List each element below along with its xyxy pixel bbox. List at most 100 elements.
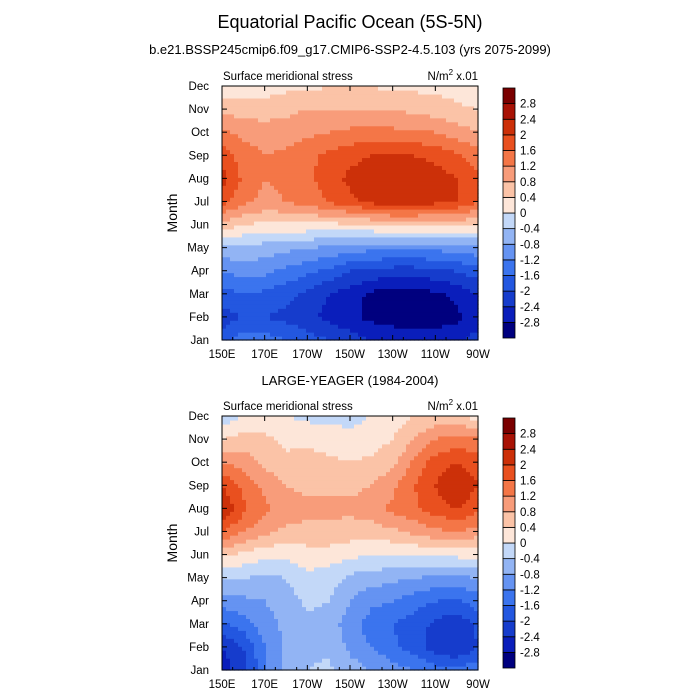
heatmap-cell bbox=[330, 177, 335, 182]
heatmap-cell bbox=[270, 121, 275, 127]
heatmap-cell bbox=[310, 125, 315, 131]
heatmap-cell bbox=[474, 169, 479, 174]
heatmap-cell bbox=[334, 312, 339, 317]
heatmap-cell bbox=[422, 117, 427, 123]
heatmap-cell bbox=[306, 260, 311, 266]
heatmap-cell bbox=[258, 224, 263, 230]
heatmap-cell bbox=[298, 97, 303, 103]
heatmap-cell bbox=[262, 435, 267, 441]
heatmap-cell bbox=[250, 189, 255, 194]
heatmap-cell bbox=[318, 185, 323, 190]
colorbar-label: 2.8 bbox=[520, 99, 536, 111]
heatmap-cell bbox=[310, 236, 315, 242]
heatmap-cell bbox=[382, 161, 387, 166]
heatmap-cell bbox=[266, 268, 271, 274]
heatmap-cell bbox=[434, 220, 439, 226]
heatmap-cell bbox=[274, 336, 279, 341]
heatmap-cell bbox=[398, 320, 403, 325]
heatmap-cell bbox=[470, 157, 475, 163]
heatmap-cell bbox=[410, 216, 415, 222]
heatmap-cell bbox=[422, 300, 427, 305]
heatmap-cell bbox=[318, 197, 323, 202]
heatmap-cell bbox=[282, 268, 287, 274]
heatmap-cell bbox=[430, 109, 435, 115]
y-tick-label: Jul bbox=[194, 196, 209, 208]
heatmap-cell bbox=[314, 280, 319, 286]
heatmap-cell bbox=[294, 177, 299, 182]
heatmap-cell bbox=[378, 93, 383, 99]
heatmap-cell bbox=[410, 113, 415, 119]
heatmap-cell bbox=[370, 244, 375, 250]
heatmap-cell bbox=[446, 121, 451, 127]
heatmap-cell bbox=[302, 93, 307, 99]
heatmap-cell bbox=[318, 224, 323, 230]
heatmap-cell bbox=[450, 165, 455, 170]
heatmap-cell bbox=[386, 149, 391, 155]
heatmap-cell bbox=[322, 316, 327, 321]
heatmap-cell bbox=[394, 216, 399, 222]
heatmap-cell bbox=[258, 622, 263, 627]
heatmap-cell bbox=[250, 93, 255, 99]
heatmap-cell bbox=[250, 86, 255, 91]
heatmap-cell bbox=[230, 209, 235, 214]
heatmap-cell bbox=[226, 451, 231, 457]
heatmap-cell bbox=[290, 189, 295, 194]
heatmap-cell bbox=[446, 308, 451, 313]
heatmap-cell bbox=[238, 479, 243, 485]
heatmap-cell bbox=[318, 328, 323, 333]
heatmap-cell bbox=[358, 197, 363, 202]
heatmap-cell bbox=[450, 113, 455, 119]
heatmap-cell bbox=[262, 93, 267, 99]
heatmap-cell bbox=[310, 129, 315, 135]
heatmap-cell bbox=[462, 201, 467, 206]
heatmap-cell bbox=[454, 264, 459, 270]
heatmap-cell bbox=[362, 336, 367, 341]
heatmap-cell bbox=[390, 189, 395, 194]
heatmap-cell bbox=[406, 284, 411, 290]
heatmap-cell bbox=[438, 264, 443, 270]
heatmap-cell bbox=[454, 284, 459, 290]
heatmap-cell bbox=[378, 185, 383, 190]
heatmap-cell bbox=[266, 304, 271, 309]
heatmap-cell bbox=[310, 320, 315, 325]
heatmap-cell bbox=[266, 240, 271, 246]
heatmap-cell bbox=[382, 324, 387, 329]
heatmap-cell bbox=[470, 121, 475, 127]
heatmap-cell bbox=[250, 213, 255, 218]
heatmap-cell bbox=[286, 137, 291, 143]
heatmap-cell bbox=[370, 89, 375, 95]
heatmap-cell bbox=[290, 264, 295, 270]
heatmap-cell bbox=[442, 137, 447, 143]
heatmap-cell bbox=[238, 491, 243, 496]
heatmap-cell bbox=[254, 129, 259, 135]
heatmap-cell bbox=[466, 280, 471, 286]
heatmap-cell bbox=[430, 149, 435, 155]
heatmap-cell bbox=[290, 157, 295, 163]
heatmap-cell bbox=[330, 137, 335, 143]
heatmap-cell bbox=[258, 479, 263, 485]
heatmap-cell bbox=[234, 626, 239, 631]
heatmap-cell bbox=[278, 272, 283, 278]
heatmap-cell bbox=[346, 316, 351, 321]
heatmap-cell bbox=[358, 141, 363, 147]
heatmap-cell bbox=[278, 308, 283, 313]
heatmap-cell bbox=[454, 244, 459, 250]
heatmap-cell bbox=[434, 252, 439, 258]
heatmap-cell bbox=[430, 86, 435, 91]
heatmap-cell bbox=[250, 451, 255, 457]
heatmap-cell bbox=[462, 224, 467, 230]
heatmap-cell bbox=[394, 228, 399, 234]
heatmap-cell bbox=[410, 240, 415, 246]
heatmap-cell bbox=[274, 220, 279, 226]
heatmap-cell bbox=[378, 205, 383, 210]
heatmap-cell bbox=[278, 129, 283, 135]
heatmap-cell bbox=[382, 189, 387, 194]
heatmap-cell bbox=[394, 193, 399, 198]
heatmap-cell bbox=[398, 224, 403, 230]
heatmap-cell bbox=[434, 296, 439, 301]
heatmap-cell bbox=[238, 463, 243, 469]
heatmap-cell bbox=[374, 109, 379, 115]
heatmap-cell bbox=[238, 193, 243, 198]
heatmap-cell bbox=[234, 121, 239, 127]
heatmap-cell bbox=[230, 467, 235, 473]
